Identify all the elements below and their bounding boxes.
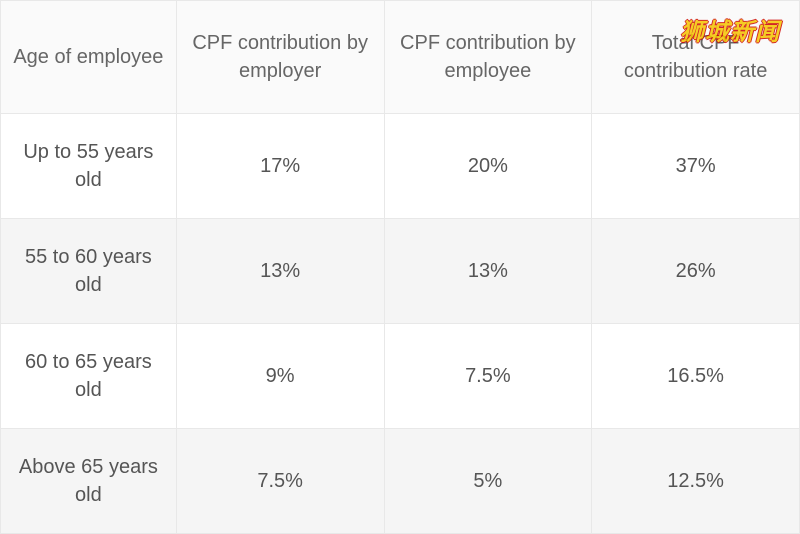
cell-age: Up to 55 years old bbox=[1, 114, 177, 219]
col-header-age: Age of employee bbox=[1, 1, 177, 114]
cell-total-pct: 26% bbox=[592, 219, 800, 324]
cell-employer-pct: 9% bbox=[176, 324, 384, 429]
cell-total-pct: 37% bbox=[592, 114, 800, 219]
cell-employer-pct: 13% bbox=[176, 219, 384, 324]
cell-age: Above 65 years old bbox=[1, 429, 177, 534]
cell-age: 55 to 60 years old bbox=[1, 219, 177, 324]
cell-employee-pct: 20% bbox=[384, 114, 592, 219]
cell-employee-pct: 13% bbox=[384, 219, 592, 324]
cell-employee-pct: 7.5% bbox=[384, 324, 592, 429]
table-header-row: Age of employee CPF contribution by empl… bbox=[1, 1, 800, 114]
cell-total-pct: 16.5% bbox=[592, 324, 800, 429]
cell-employer-pct: 17% bbox=[176, 114, 384, 219]
table-row: 55 to 60 years old 13% 13% 26% bbox=[1, 219, 800, 324]
cpf-contribution-table: Age of employee CPF contribution by empl… bbox=[0, 0, 800, 534]
col-header-employee: CPF contribution by employee bbox=[384, 1, 592, 114]
cell-age: 60 to 65 years old bbox=[1, 324, 177, 429]
table-row: Up to 55 years old 17% 20% 37% bbox=[1, 114, 800, 219]
col-header-total: Total CPF contribution rate bbox=[592, 1, 800, 114]
cell-employer-pct: 7.5% bbox=[176, 429, 384, 534]
cell-employee-pct: 5% bbox=[384, 429, 592, 534]
col-header-employer: CPF contribution by employer bbox=[176, 1, 384, 114]
table-row: 60 to 65 years old 9% 7.5% 16.5% bbox=[1, 324, 800, 429]
table-row: Above 65 years old 7.5% 5% 12.5% bbox=[1, 429, 800, 534]
cell-total-pct: 12.5% bbox=[592, 429, 800, 534]
cpf-table-wrapper: Age of employee CPF contribution by empl… bbox=[0, 0, 800, 534]
